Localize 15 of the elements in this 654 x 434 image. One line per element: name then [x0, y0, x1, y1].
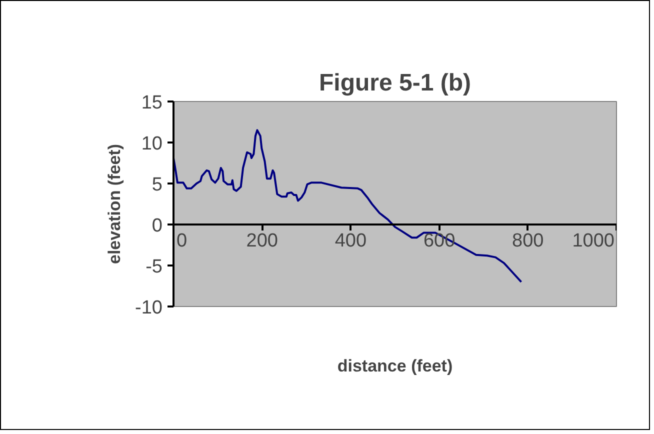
y-tick-label: 15 [141, 92, 163, 114]
x-tick-label: 1000 [572, 230, 615, 252]
x-tick-label: 200 [246, 230, 278, 252]
x-tick-label: 800 [512, 230, 544, 252]
y-tick-label: 5 [152, 174, 163, 196]
y-axis-title: elevation (feet) [105, 144, 124, 264]
x-axis-title: distance (feet) [337, 356, 453, 376]
x-tick-label: 0 [176, 230, 188, 252]
chart-title: Figure 5-1 (b) [319, 70, 472, 96]
y-tick-label: 0 [152, 216, 163, 236]
y-tick-label: 10 [141, 134, 163, 154]
y-tick-label: -10 [135, 298, 163, 318]
y-tick-label: -5 [146, 256, 163, 278]
x-tick-label: 600 [423, 230, 456, 252]
x-tick-label: 400 [334, 230, 367, 252]
